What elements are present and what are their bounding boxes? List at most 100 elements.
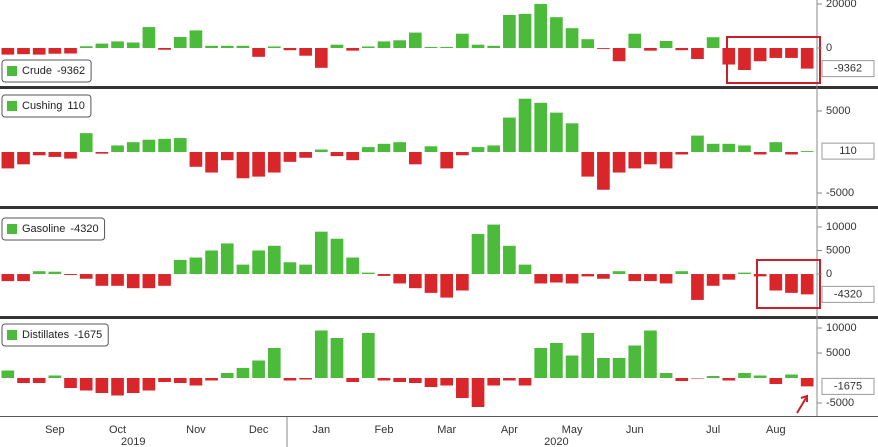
bar [722, 378, 736, 381]
bar [126, 274, 140, 289]
bar [769, 274, 783, 291]
y-tick-label: 5000 [826, 105, 850, 117]
bar [377, 378, 391, 381]
bar [597, 48, 610, 49]
bar [267, 348, 281, 378]
bar [550, 17, 563, 49]
bar [330, 44, 344, 49]
bar [361, 333, 375, 378]
bar [346, 152, 359, 161]
y-tick-label: 10000 [826, 221, 857, 233]
bar [534, 102, 548, 153]
bar [503, 117, 516, 153]
legend-box [1, 217, 106, 241]
bar [64, 48, 77, 54]
bar [377, 143, 391, 153]
bar [409, 274, 422, 289]
bar [518, 98, 532, 153]
highlight-box [756, 259, 821, 309]
bar [377, 274, 391, 276]
bar [800, 274, 814, 295]
x-tick-label: Aug [766, 424, 786, 436]
bar [79, 133, 93, 153]
bar [644, 274, 657, 282]
bar [675, 48, 689, 51]
bar [706, 274, 720, 286]
bar [346, 48, 359, 51]
bar [738, 272, 751, 275]
bar [487, 378, 501, 386]
bar [330, 238, 344, 275]
bar [1, 152, 15, 169]
bar [158, 274, 171, 286]
bar [330, 338, 344, 378]
bar [95, 274, 109, 286]
last-value-box [821, 142, 875, 160]
bar [706, 376, 720, 378]
bar [314, 330, 328, 378]
bar [111, 41, 124, 49]
legend-value: 110 [67, 100, 85, 112]
bar [581, 333, 595, 378]
bar [95, 152, 109, 154]
legend-name: Gasoline [22, 223, 65, 235]
bar [48, 152, 62, 157]
bar [753, 152, 767, 155]
legend-swatch [7, 66, 17, 76]
bar [48, 375, 62, 378]
y-tick-label: 0 [826, 268, 832, 280]
bar [173, 36, 187, 49]
bar [79, 46, 93, 49]
x-tick-label: Feb [375, 424, 394, 436]
bar [534, 3, 548, 49]
bar [267, 152, 281, 173]
legend-swatch [7, 101, 17, 111]
y-tick-label: 0 [826, 42, 832, 54]
x-year-label: 2020 [544, 436, 568, 447]
bar [785, 374, 798, 378]
bar [314, 149, 328, 153]
bar [189, 152, 203, 167]
legend-value: -4320 [70, 223, 98, 235]
bar [142, 378, 156, 391]
bar [785, 274, 798, 293]
bar [456, 152, 469, 156]
bar [299, 378, 312, 380]
bar [299, 264, 312, 275]
bar [48, 48, 62, 54]
bar [675, 271, 689, 275]
bar [220, 45, 234, 49]
bar [738, 373, 751, 378]
bar [17, 378, 30, 383]
legend-name: Crude [22, 65, 52, 77]
bar [111, 145, 124, 153]
bar [205, 45, 218, 49]
bar [314, 48, 328, 68]
bar [440, 274, 454, 298]
bar [503, 14, 516, 49]
bar [111, 378, 124, 396]
bar [158, 378, 171, 382]
bar [205, 152, 218, 173]
bar [785, 48, 798, 58]
bar [346, 257, 359, 275]
bar [456, 33, 469, 49]
y-tick-label: 5000 [826, 347, 850, 359]
bar [722, 143, 736, 153]
bar [64, 378, 77, 388]
bar [691, 48, 704, 60]
bar [675, 152, 689, 155]
bar [393, 142, 406, 153]
bar [471, 234, 485, 275]
bar [471, 44, 485, 49]
bar [409, 32, 422, 49]
bar [236, 45, 250, 49]
bar [236, 368, 250, 378]
bar [1, 48, 15, 55]
bar [126, 142, 140, 153]
bar [753, 375, 767, 378]
bar [64, 274, 77, 275]
x-tick-label: Dec [249, 424, 269, 436]
y-tick-label: -5000 [826, 397, 854, 409]
bar [722, 274, 736, 280]
